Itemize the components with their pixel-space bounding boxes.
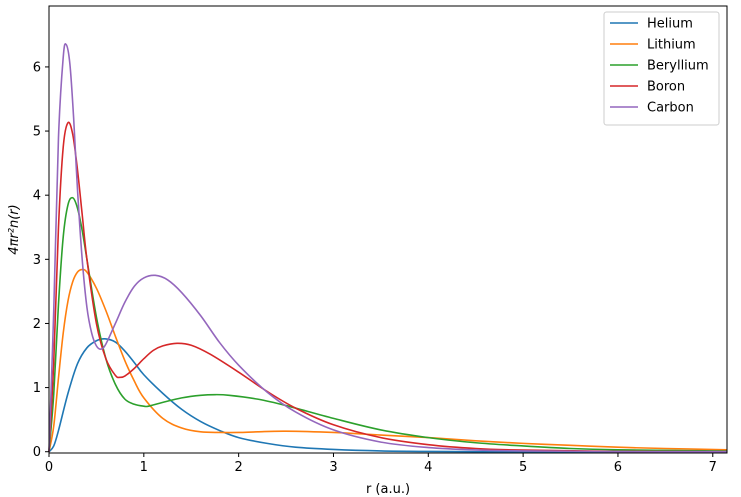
x-tick-label: 5 xyxy=(519,460,527,475)
x-tick-label: 1 xyxy=(140,460,148,475)
y-tick-label: 3 xyxy=(33,253,41,268)
y-tick-label: 6 xyxy=(33,60,41,75)
series-line-helium xyxy=(48,338,727,453)
y-axis-label: 4πr²n(r) xyxy=(7,204,22,254)
series-line-boron xyxy=(48,121,728,453)
x-tick-label: 2 xyxy=(235,460,243,475)
x-axis: 0 1 2 3 4 5 6 7 xyxy=(45,453,717,475)
legend-label-carbon: Carbon xyxy=(647,101,694,116)
x-tick-label: 3 xyxy=(329,460,337,475)
x-tick-label: 6 xyxy=(614,460,622,475)
legend-label-helium: Helium xyxy=(647,17,693,32)
x-axis-label: r (a.u.) xyxy=(366,482,410,497)
series-line-lithium xyxy=(48,268,728,452)
x-tick-label: 7 xyxy=(709,460,717,475)
legend: Helium Lithium Beryllium Boron Carbon xyxy=(603,11,720,126)
y-axis: 0 1 2 3 4 5 6 xyxy=(33,60,49,460)
legend-label-beryllium: Beryllium xyxy=(647,59,709,74)
x-tick-label: 4 xyxy=(424,460,432,475)
y-tick-label: 4 xyxy=(33,189,41,204)
series-line-beryllium xyxy=(48,196,728,452)
y-tick-label: 0 xyxy=(33,445,41,460)
x-tick-label: 0 xyxy=(45,460,53,475)
y-tick-label: 2 xyxy=(33,317,41,332)
y-tick-label: 5 xyxy=(33,125,41,140)
legend-label-boron: Boron xyxy=(647,80,685,95)
legend-box xyxy=(603,11,720,126)
series-layer xyxy=(48,43,728,453)
series-line-carbon xyxy=(48,43,728,453)
y-tick-label: 1 xyxy=(33,381,41,396)
legend-label-lithium: Lithium xyxy=(647,38,696,53)
plot-frame xyxy=(48,5,728,454)
